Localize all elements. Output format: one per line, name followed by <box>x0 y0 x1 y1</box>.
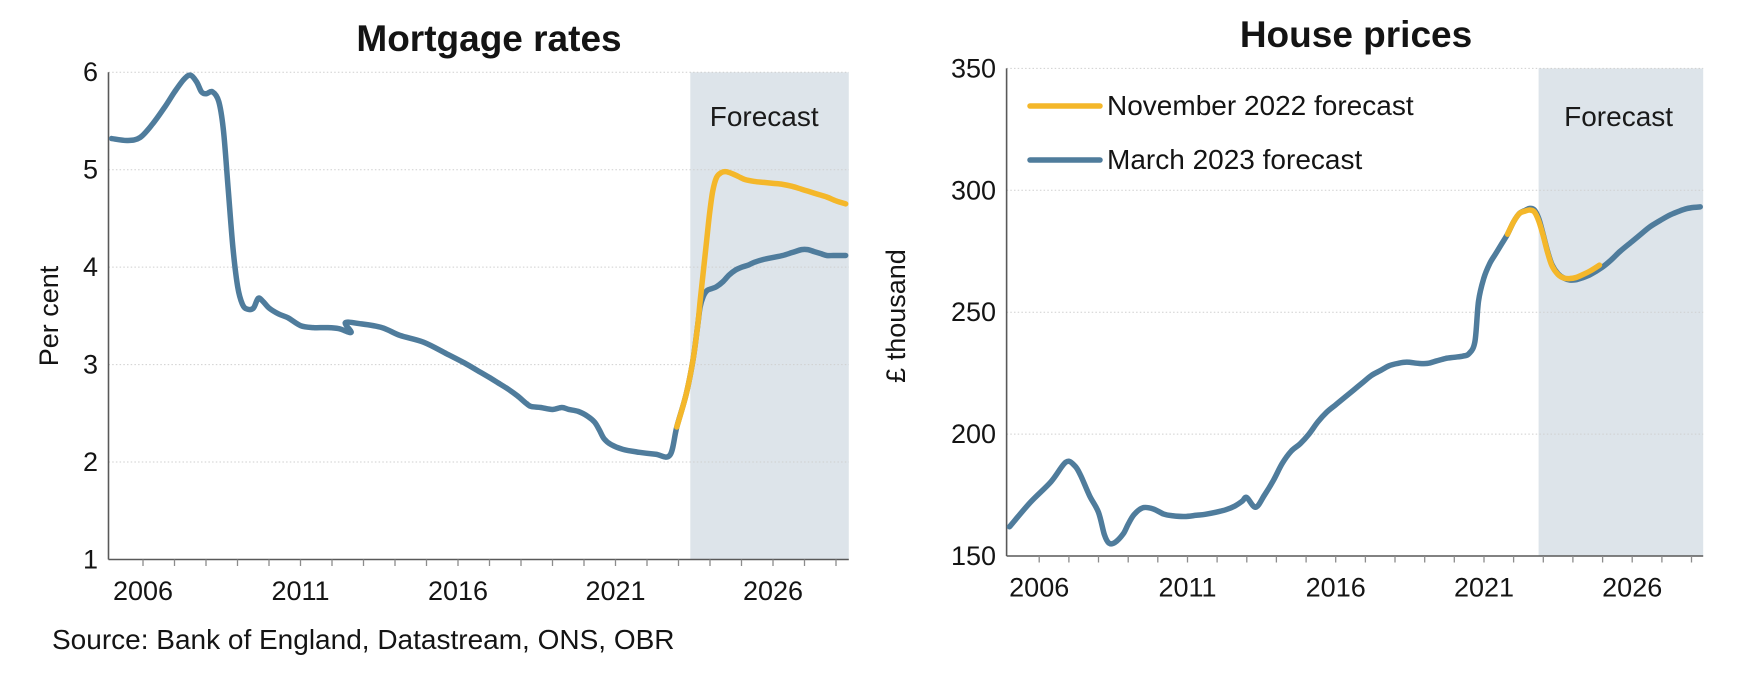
svg-text:£ thousand: £ thousand <box>881 249 911 383</box>
svg-text:Per cent: Per cent <box>34 265 64 366</box>
svg-text:2011: 2011 <box>271 576 329 606</box>
svg-text:3: 3 <box>83 350 98 380</box>
svg-text:250: 250 <box>951 297 996 327</box>
svg-text:6: 6 <box>83 57 98 87</box>
svg-text:2021: 2021 <box>1454 573 1514 603</box>
svg-text:March 2023 forecast: March 2023 forecast <box>1107 144 1362 175</box>
svg-text:2021: 2021 <box>585 576 645 606</box>
svg-text:2006: 2006 <box>1009 573 1069 603</box>
svg-text:2016: 2016 <box>1306 573 1366 603</box>
svg-text:Source: Bank of England, Datas: Source: Bank of England, Datastream, ONS… <box>52 624 675 655</box>
svg-text:150: 150 <box>951 541 996 571</box>
svg-text:4: 4 <box>83 252 98 282</box>
svg-text:Mortgage rates: Mortgage rates <box>356 18 621 59</box>
svg-text:200: 200 <box>951 419 996 449</box>
svg-text:Forecast: Forecast <box>1564 101 1673 132</box>
svg-text:2016: 2016 <box>428 576 488 606</box>
svg-text:2011: 2011 <box>1158 573 1216 603</box>
svg-text:300: 300 <box>951 175 996 205</box>
svg-text:2026: 2026 <box>1602 573 1662 603</box>
svg-text:Forecast: Forecast <box>710 101 819 132</box>
svg-text:November 2022 forecast: November 2022 forecast <box>1107 90 1414 121</box>
svg-text:1: 1 <box>83 545 98 575</box>
svg-text:5: 5 <box>83 155 98 185</box>
svg-text:350: 350 <box>951 53 996 83</box>
svg-text:House prices: House prices <box>1240 14 1472 55</box>
svg-text:2006: 2006 <box>113 576 173 606</box>
svg-text:2: 2 <box>83 447 98 477</box>
svg-text:2026: 2026 <box>743 576 803 606</box>
